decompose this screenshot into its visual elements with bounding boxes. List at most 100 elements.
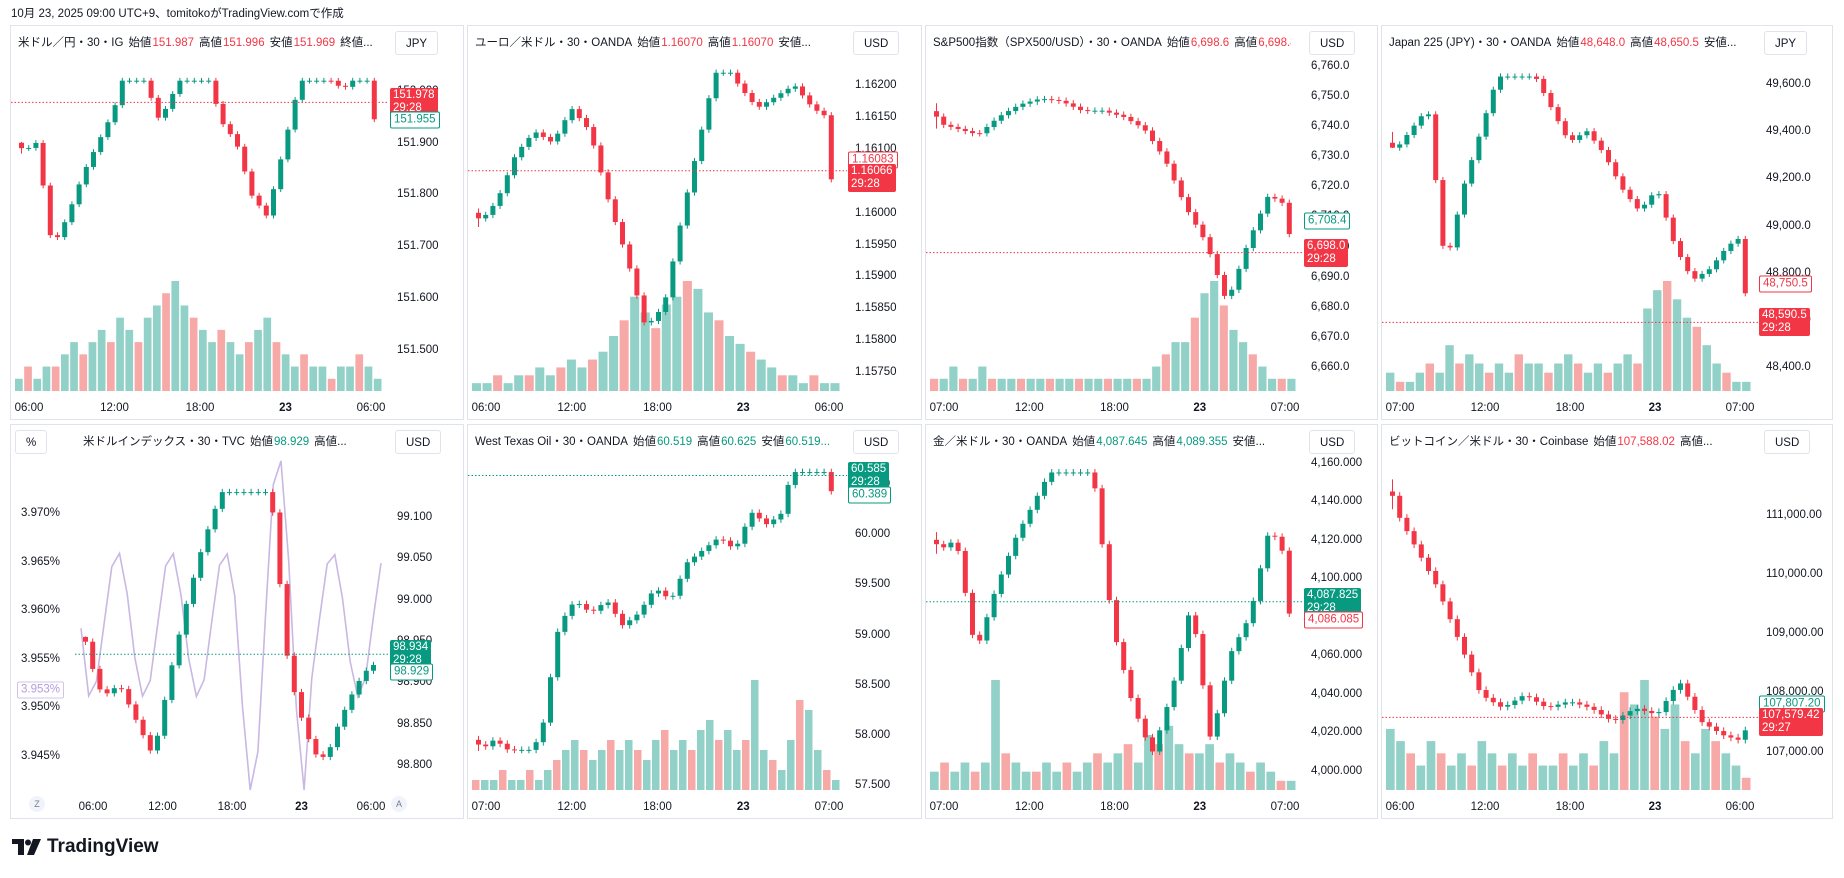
chart-canvas[interactable] <box>11 425 464 819</box>
symbol-title[interactable]: 米ドルインデックス・30・TVC <box>83 436 245 448</box>
price-axis-tick: 49,600.0 <box>1766 77 1811 90</box>
volume-bar <box>1538 765 1548 790</box>
left-unit-button[interactable]: % <box>15 430 48 454</box>
candle <box>363 670 369 681</box>
currency-button[interactable]: USD <box>1309 430 1356 454</box>
candle <box>1670 217 1676 242</box>
chart-panel[interactable]: 金／米ドル・30・OANDA 始値4,087.645 高値4,089.355 安値..… <box>925 424 1378 819</box>
candle <box>598 145 604 173</box>
candle <box>1034 99 1040 102</box>
volume-bar <box>819 383 829 391</box>
candle <box>306 717 312 740</box>
ohlc-label: 安値... <box>1703 37 1737 49</box>
currency-button[interactable]: JPY <box>395 31 439 55</box>
currency-button[interactable]: JPY <box>1764 31 1808 55</box>
volume-bar <box>51 366 60 391</box>
candle <box>778 93 784 98</box>
ohlc-label: 安値 <box>269 37 293 49</box>
time-axis-tick: 06:00 <box>78 801 108 813</box>
volume-bar <box>97 329 106 391</box>
volume-bar <box>1741 777 1751 790</box>
candle <box>1613 718 1619 720</box>
chart-canvas[interactable] <box>1382 26 1833 420</box>
chart-panel[interactable]: ユーロ／米ドル・30・OANDA 始値1.16070 高値1.16070 安値... U… <box>467 25 922 420</box>
candle <box>55 235 60 238</box>
candle <box>1642 204 1647 209</box>
volume-bar <box>1742 381 1751 391</box>
symbol-title[interactable]: ビットコイン／米ドル・30・Coinbase <box>1389 436 1589 448</box>
chart-legend[interactable]: ユーロ／米ドル・30・OANDA 始値1.16070 高値1.16070 安値... <box>475 34 835 50</box>
chart-legend[interactable]: 米ドルインデックス・30・TVC 始値98.929 高値... <box>83 433 377 449</box>
price-axis-tick: 58.500 <box>855 678 891 691</box>
candle <box>656 590 661 594</box>
chart-panel[interactable]: West Texas Oil・30・OANDA 始値60.519 高値60.625 安… <box>467 424 922 819</box>
candle <box>612 602 618 614</box>
auto-scale-icon[interactable]: A <box>391 796 407 812</box>
chart-legend[interactable]: 米ドル／円・30・IG 始値151.987 高値151.996 安値151.969 終値… <box>18 34 377 50</box>
chart-canvas[interactable] <box>1382 425 1833 819</box>
chart-canvas[interactable] <box>11 26 464 420</box>
volume-bar <box>589 760 597 790</box>
symbol-title[interactable]: 米ドル／円・30・IG <box>18 37 124 49</box>
currency-button[interactable]: USD <box>395 430 442 454</box>
volume-bar <box>1113 378 1122 391</box>
symbol-title[interactable]: West Texas Oil・30・OANDA <box>475 436 628 448</box>
volume-bar <box>24 366 32 391</box>
candle <box>1656 712 1662 714</box>
volume-bar <box>1123 378 1132 391</box>
chart-panel[interactable]: S&P500指数（SPX500/USD）・30・OANDA 始値6,698.6 高値… <box>925 25 1378 420</box>
candle <box>1555 107 1561 122</box>
volume-bar <box>630 296 640 391</box>
candle <box>335 80 341 86</box>
chart-legend[interactable]: 金／米ドル・30・OANDA 始値4,087.645 高値4,089.355 安値..… <box>933 433 1291 449</box>
chart-legend[interactable]: Japan 225 (JPY)・30・OANDA 始値48,648.0 高値48,6… <box>1389 34 1746 50</box>
chart-panel[interactable]: Japan 225 (JPY)・30・OANDA 始値48,648.0 高値48,6… <box>1381 25 1833 420</box>
candle <box>1411 531 1417 545</box>
price-axis-tick: 4,120.000 <box>1311 533 1363 546</box>
volume-bar <box>1436 753 1446 790</box>
candle <box>771 519 777 525</box>
candle <box>1121 642 1127 671</box>
volume-bar <box>1123 744 1133 790</box>
symbol-title[interactable]: S&P500指数（SPX500/USD）・30・OANDA <box>933 37 1162 49</box>
currency-button[interactable]: USD <box>1764 430 1811 454</box>
volume-bar <box>1082 762 1092 790</box>
chart-legend[interactable]: S&P500指数（SPX500/USD）・30・OANDA 始値6,698.6 高値… <box>933 34 1291 50</box>
zoom-icon[interactable]: Z <box>29 796 45 812</box>
candle <box>241 492 247 494</box>
candle <box>1085 110 1091 112</box>
chart-panel[interactable]: ビットコイン／米ドル・30・Coinbase 始値107,588.02 高値... U… <box>1381 424 1833 819</box>
chart-canvas[interactable] <box>468 26 922 420</box>
candle <box>1157 730 1163 752</box>
time-axis-tick: 06:00 <box>356 801 386 813</box>
volume-bar <box>309 366 318 391</box>
chart-canvas[interactable] <box>468 425 922 819</box>
symbol-title[interactable]: ユーロ／米ドル・30・OANDA <box>475 37 633 49</box>
symbol-title[interactable]: Japan 225 (JPY)・30・OANDA <box>1389 37 1552 49</box>
currency-button[interactable]: USD <box>1309 31 1356 55</box>
ohlc-label: 始値 <box>128 37 152 49</box>
tradingview-logo[interactable]: TradingView <box>12 836 159 858</box>
chart-legend[interactable]: West Texas Oil・30・OANDA 始値60.519 高値60.625 安… <box>475 433 835 449</box>
candle <box>1279 198 1285 203</box>
chart-legend[interactable]: ビットコイン／米ドル・30・Coinbase 始値107,588.02 高値... <box>1389 433 1746 449</box>
currency-button[interactable]: USD <box>853 430 900 454</box>
candle <box>127 80 132 82</box>
candle <box>256 195 262 206</box>
volume-bar <box>1426 741 1436 790</box>
candle <box>1034 495 1040 510</box>
left-axis-tick: 3.945% <box>21 749 61 762</box>
candle <box>555 631 561 678</box>
chart-panel[interactable]: 3.970% 3.965% 3.960% 3.955% 3.950% 3.945% 米ドルイ… <box>10 424 464 819</box>
chart-canvas[interactable] <box>926 26 1378 420</box>
chart-canvas[interactable] <box>926 425 1378 819</box>
candle <box>1222 275 1227 296</box>
candle <box>1598 140 1604 151</box>
currency-button[interactable]: USD <box>853 31 900 55</box>
chart-panel[interactable]: 米ドル／円・30・IG 始値151.987 高値151.996 安値151.969 終値… <box>10 25 464 420</box>
left-axis-tick: 3.955% <box>21 652 61 665</box>
time-axis-tick: 18:00 <box>643 801 672 813</box>
volume-bar <box>1548 765 1558 790</box>
symbol-title[interactable]: 金／米ドル・30・OANDA <box>933 436 1068 448</box>
volume-bar <box>1416 765 1426 790</box>
